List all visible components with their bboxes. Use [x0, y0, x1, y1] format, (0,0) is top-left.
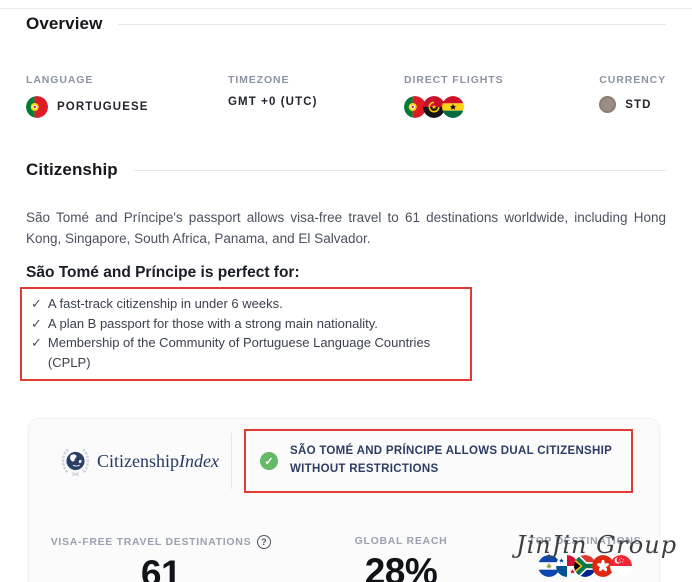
currency-label: CURRENCY	[599, 74, 666, 86]
portugal-flag-icon	[26, 96, 48, 118]
stat-value: 28%	[364, 551, 438, 582]
stat-global-reach: GLOBAL REACH 28%	[293, 535, 509, 582]
citizenship-intro-paragraph: São Tomé and Príncipe's passport allows …	[26, 210, 666, 246]
top-destinations-flags	[509, 555, 661, 577]
vertical-divider	[231, 433, 232, 489]
citizenship-heading: Citizenship	[26, 160, 118, 179]
logo-wordmark: CitizenshipIndex	[97, 450, 219, 471]
coin-icon	[599, 96, 617, 113]
language-fact: LANGUAGE PORTUGUESE	[26, 74, 228, 118]
citizenship-index-card: CitizenshipIndex ✓ SÃO TOMÉ AND PRÍNCIPE…	[28, 418, 660, 582]
angola-flag-icon	[423, 96, 445, 118]
citizenship-heading-rule	[133, 169, 666, 171]
stat-top-destinations: TOP DESTINATIONS	[509, 535, 661, 582]
perfect-for-heading: São Tomé and Príncipe is perfect for:	[26, 264, 300, 281]
check-icon: ✓	[31, 315, 42, 331]
direct-flights-fact: DIRECT FLIGHTS	[404, 74, 595, 118]
watermark-text: JinJin Group	[516, 531, 678, 559]
overview-section-header: Overview	[26, 14, 666, 34]
singapore-flag-icon	[610, 555, 632, 577]
check-icon: ✓	[31, 335, 42, 350]
stat-value: 61	[140, 553, 182, 582]
perfect-for-item-text: A plan B passport for those with a stron…	[47, 315, 378, 331]
dual-citizenship-annotation-box: ✓ SÃO TOMÉ AND PRÍNCIPE ALLOWS DUAL CITI…	[244, 429, 633, 493]
stat-label: VISA-FREE TRAVEL DESTINATIONS	[50, 536, 252, 548]
overview-facts-grid: LANGUAGE PORTUGUESE TIMEZONE GMT +0	[26, 74, 666, 118]
globe-wreath-icon	[61, 448, 90, 477]
overview-heading: Overview	[26, 14, 103, 33]
hong-kong-flag-icon	[592, 555, 614, 577]
el-salvador-flag-icon	[538, 555, 560, 577]
currency-fact: CURRENCY STD	[599, 74, 666, 118]
citizenship-section-header: Citizenship	[26, 160, 666, 180]
citizenship-index-logo: CitizenshipIndex	[59, 441, 219, 481]
stat-label: GLOBAL REACH	[354, 535, 448, 547]
ghana-flag-icon	[442, 96, 464, 118]
timezone-fact: TIMEZONE GMT +0 (UTC)	[228, 74, 404, 118]
index-stats-row: VISA-FREE TRAVEL DESTINATIONS ? 61 GLOBA…	[29, 535, 659, 582]
overview-heading-rule	[118, 23, 666, 25]
green-check-icon: ✓	[260, 452, 278, 470]
portugal-flag-icon	[404, 96, 426, 118]
dual-citizenship-note: SÃO TOMÉ AND PRÍNCIPE ALLOWS DUAL CITIZE…	[290, 445, 612, 475]
currency-value: STD	[625, 98, 652, 111]
check-icon: ✓	[31, 296, 42, 311]
timezone-value: GMT +0 (UTC)	[228, 96, 318, 108]
language-label: LANGUAGE	[26, 74, 94, 86]
top-divider	[0, 8, 692, 9]
perfect-for-item-text: Membership of the Community of Portugues…	[47, 335, 431, 370]
list-item: ✓ A fast-track citizenship in under 6 we…	[31, 294, 460, 314]
list-item: ✓ A plan B passport for those with a str…	[31, 314, 460, 334]
perfect-for-annotation-box: ✓ A fast-track citizenship in under 6 we…	[20, 287, 472, 381]
help-icon[interactable]: ?	[257, 535, 272, 549]
timezone-label: TIMEZONE	[228, 74, 290, 86]
list-item: ✓ Membership of the Community of Portugu…	[31, 333, 460, 372]
direct-flights-label: DIRECT FLIGHTS	[404, 74, 504, 86]
stat-visa-free-destinations: VISA-FREE TRAVEL DESTINATIONS ? 61	[29, 535, 293, 582]
language-value: PORTUGUESE	[57, 101, 149, 113]
perfect-for-item-text: A fast-track citizenship in under 6 week…	[47, 296, 283, 311]
stat-label: TOP DESTINATIONS	[528, 535, 642, 547]
panama-flag-icon	[556, 555, 578, 577]
